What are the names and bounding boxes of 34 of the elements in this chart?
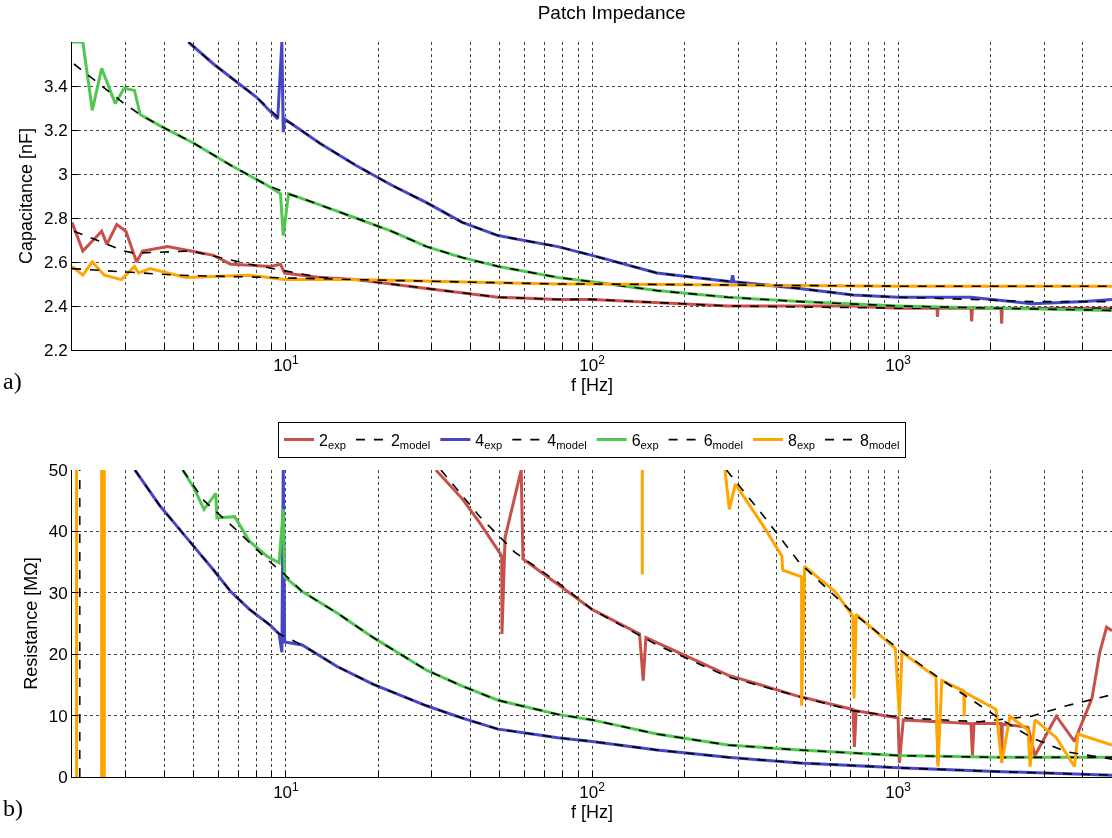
legend-label: 8$_{exp}$ bbox=[788, 431, 815, 452]
legend-label: 2$_{model}$ bbox=[390, 431, 431, 452]
y-tick-label: 2.8 bbox=[43, 208, 68, 228]
y-tick-label: 50 bbox=[48, 460, 68, 480]
text: b) bbox=[3, 795, 23, 821]
x-axis-title: f [Hz] bbox=[570, 375, 614, 396]
y-axis-title: Resistance [MΩ] bbox=[20, 557, 41, 690]
y-tick-label: 20 bbox=[48, 645, 68, 665]
y-tick-label: 30 bbox=[48, 583, 68, 603]
chart-title: Patch Impedance bbox=[537, 2, 686, 24]
x-tick-label: 10$^{1}$ bbox=[273, 353, 300, 376]
x-tick-label: 10$^{3}$ bbox=[885, 780, 912, 803]
text: a) bbox=[3, 368, 22, 394]
x-tick-label: 10$^{3}$ bbox=[885, 353, 912, 376]
legend-label: 6$_{exp}$ bbox=[631, 431, 659, 452]
y-tick-label: 3.4 bbox=[43, 76, 68, 96]
x-tick-label: 10$^{1}$ bbox=[273, 780, 300, 803]
x-axis-title: f [Hz] bbox=[570, 802, 614, 823]
legend-label: 8$_{model}$ bbox=[859, 431, 900, 452]
legend-label: 4$_{exp}$ bbox=[475, 431, 503, 452]
y-tick-label: 3 bbox=[58, 164, 68, 184]
y-tick-label: 0 bbox=[58, 767, 68, 787]
x-tick-label: 10$^{2}$ bbox=[579, 780, 606, 803]
y-tick-label: 3.2 bbox=[43, 120, 68, 140]
legend-label: 4$_{model}$ bbox=[547, 431, 587, 452]
legend-label: 6$_{model}$ bbox=[703, 431, 744, 452]
y-tick-label: 2.4 bbox=[43, 296, 68, 316]
y-tick-label: 2.2 bbox=[43, 340, 68, 360]
y-tick-label: 10 bbox=[48, 706, 68, 726]
x-tick-label: 10$^{2}$ bbox=[579, 353, 606, 376]
y-tick-label: 2.6 bbox=[43, 252, 68, 272]
y-tick-label: 40 bbox=[48, 522, 68, 542]
y-axis-title: Capacitance [nF] bbox=[16, 127, 37, 265]
legend-label: 2$_{exp}$ bbox=[319, 431, 346, 452]
